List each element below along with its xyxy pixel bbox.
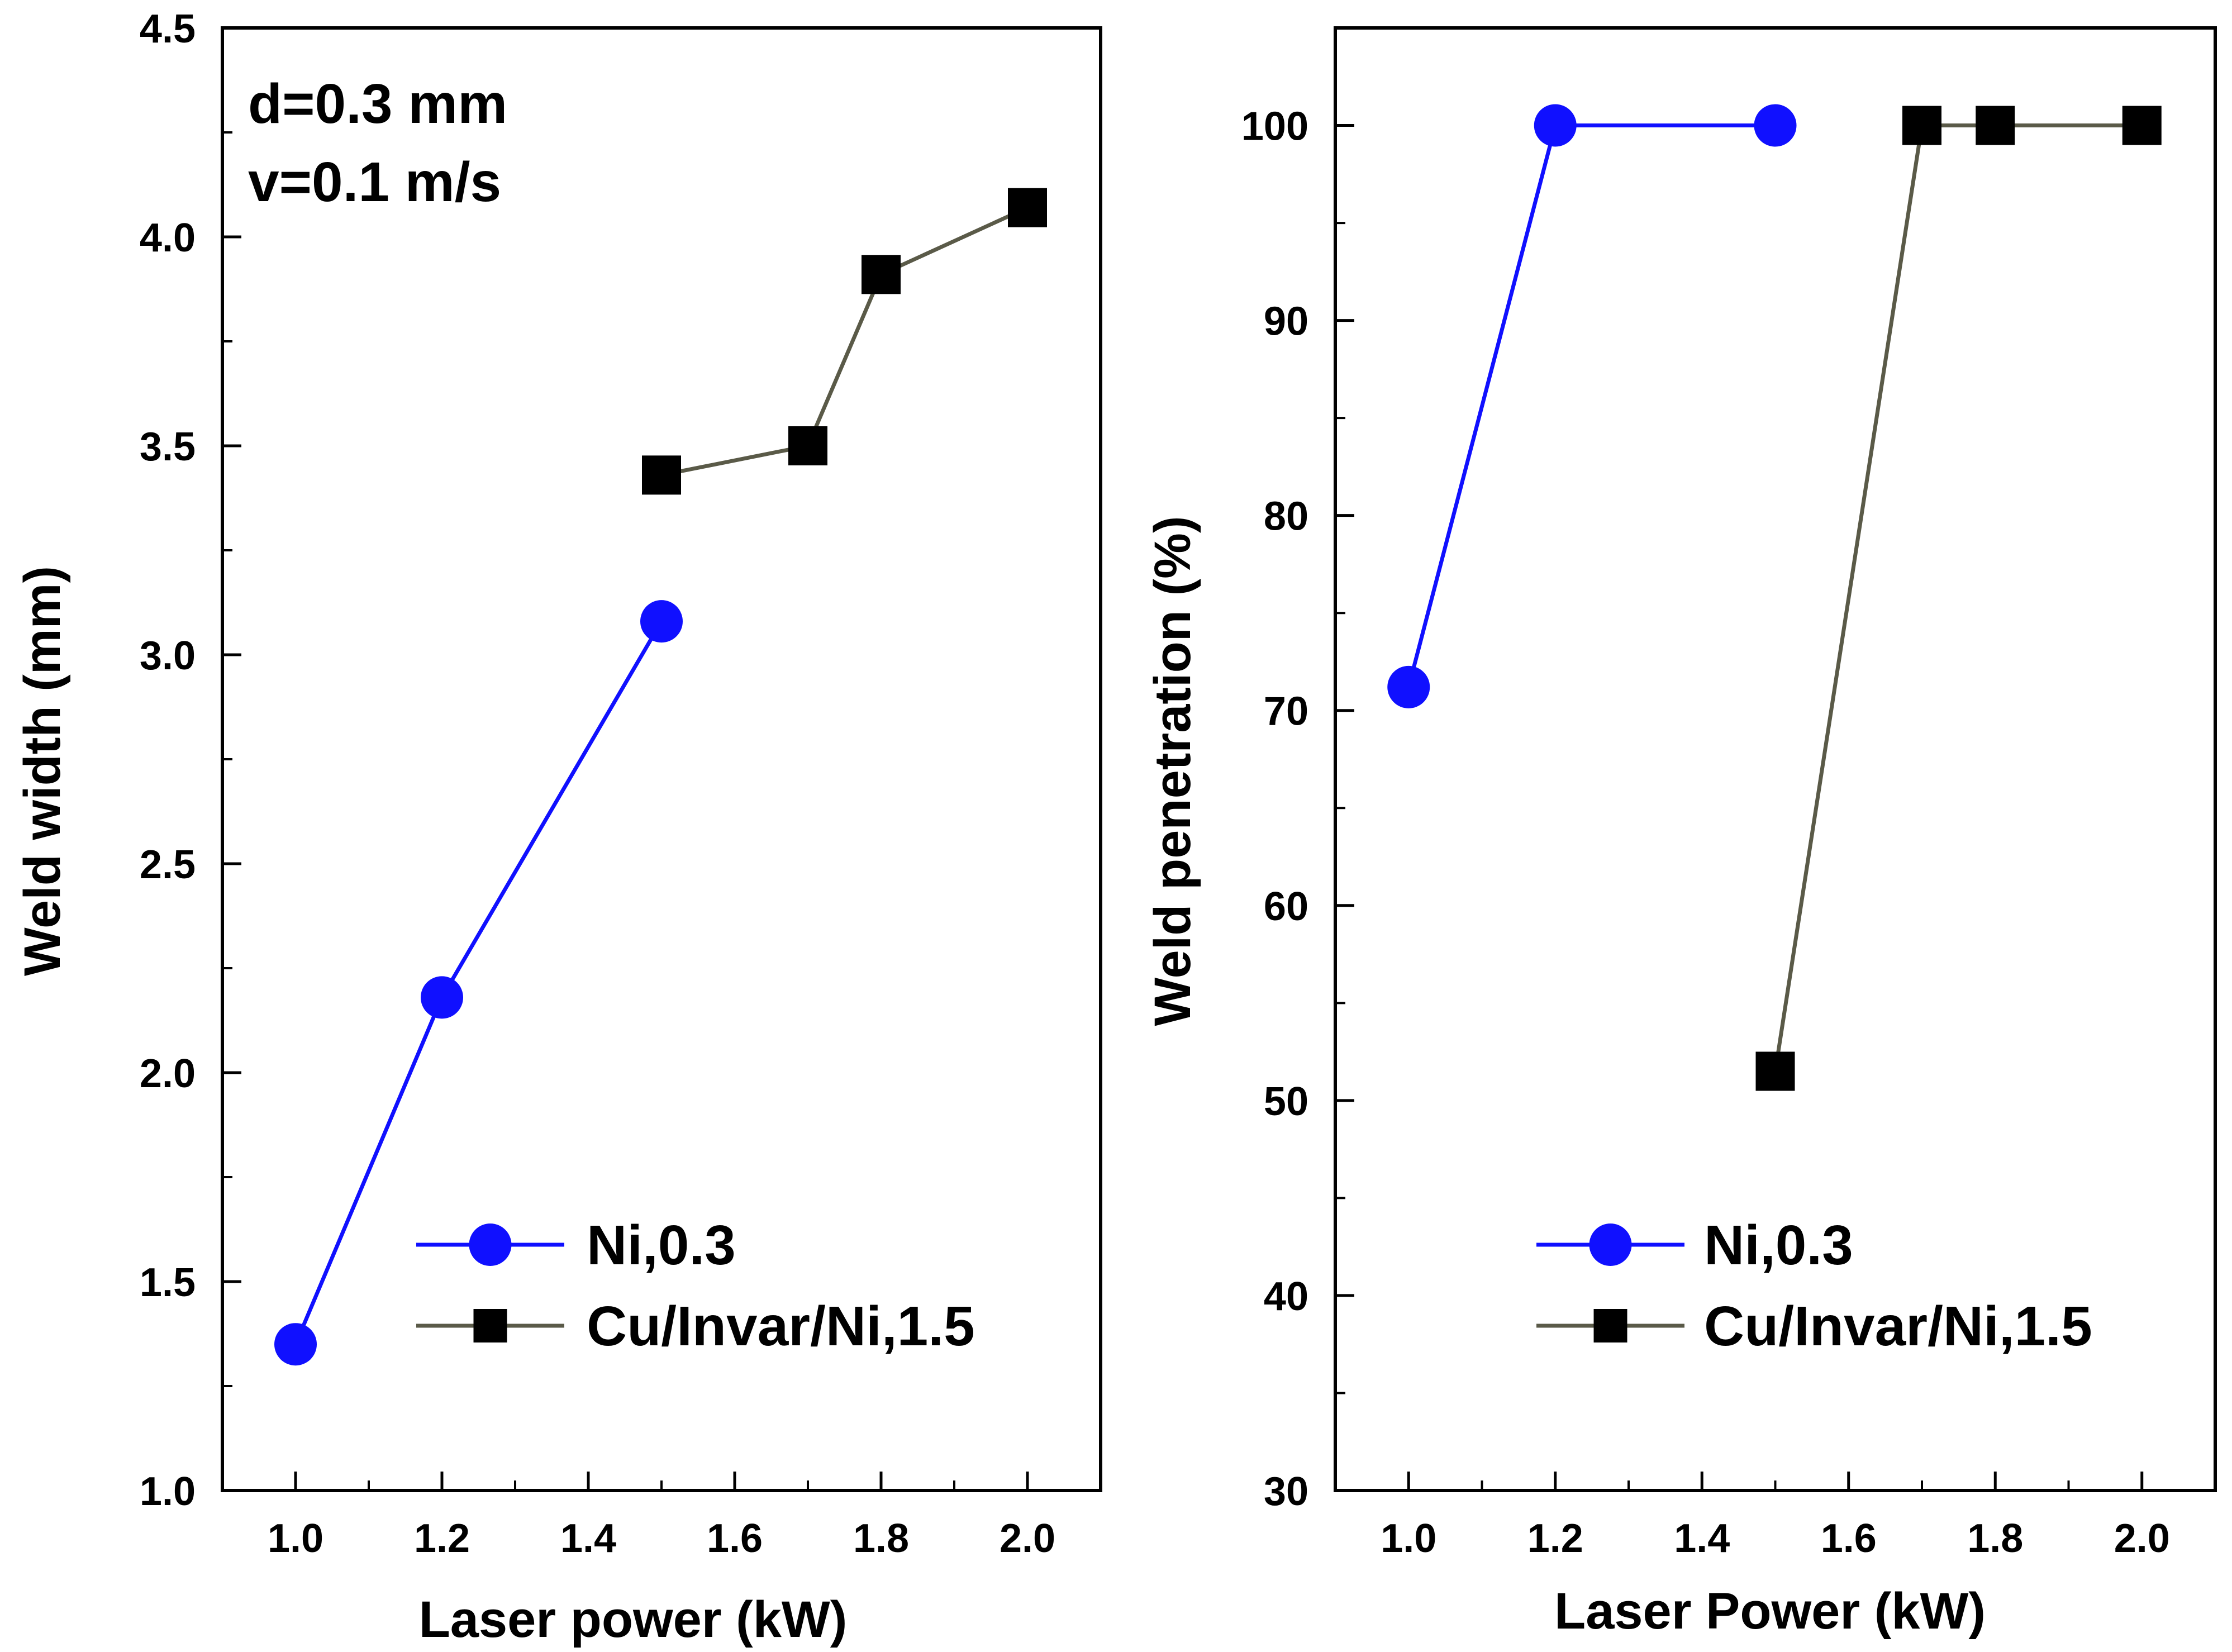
legend: Ni,0.3 Cu/Invar/Ni,1.5 xyxy=(1536,1214,2092,1358)
y-tick-label: 3.5 xyxy=(140,425,196,469)
y-tick-label: 2.5 xyxy=(140,842,196,887)
series-cu-invar-ni xyxy=(642,188,1047,495)
legend-marker xyxy=(469,1223,512,1266)
chart-panel-1: 1.0 1.2 1.4 1.6 1.8 2.0 1.0 1.5 2.0 2.5 3.0 3.5 4.0 4… xyxy=(14,7,1102,1648)
legend-marker xyxy=(473,1309,507,1342)
data-point xyxy=(1976,106,2015,145)
y-tick-label: 40 xyxy=(1264,1274,1308,1319)
series-ni xyxy=(1387,104,1797,708)
data-point xyxy=(1534,104,1577,147)
y-tick-label: 2.0 xyxy=(140,1051,196,1096)
series-line xyxy=(661,206,1029,477)
annotation-text: v=0.1 m/s xyxy=(248,151,501,213)
y-tick-label: 100 xyxy=(1241,104,1308,149)
data-point xyxy=(2122,106,2162,145)
x-tick-label: 1.2 xyxy=(1527,1516,1583,1561)
data-point xyxy=(640,600,683,643)
data-point xyxy=(274,1323,317,1366)
legend-label: Ni,0.3 xyxy=(1704,1214,1853,1277)
data-point xyxy=(862,255,901,294)
annotation-text: d=0.3 mm xyxy=(248,73,507,135)
data-point xyxy=(1387,665,1430,708)
chart-panel-2: 1.0 1.2 1.4 1.6 1.8 2.0 30 40 50 60 70 80 90 100 Laser… xyxy=(1144,26,2217,1640)
y-tick-label: 30 xyxy=(1264,1469,1308,1514)
data-point xyxy=(1754,104,1797,147)
legend: Ni,0.3 Cu/Invar/Ni,1.5 xyxy=(416,1214,975,1358)
x-tick-label: 1.6 xyxy=(1821,1516,1877,1561)
y-axis-label: Weld penetration (%) xyxy=(1144,516,1201,1026)
y-tick-label: 90 xyxy=(1264,299,1308,344)
y-tick-label: 70 xyxy=(1264,689,1308,734)
legend-marker xyxy=(1589,1223,1632,1266)
y-tick-label: 80 xyxy=(1264,494,1308,539)
series-cu-invar-ni xyxy=(1755,106,2162,1091)
series-line xyxy=(1406,123,1776,688)
series-line xyxy=(1773,123,2142,1072)
legend-label: Cu/Invar/Ni,1.5 xyxy=(1704,1295,2092,1358)
series-ni xyxy=(274,600,683,1366)
x-tick-label: 2.0 xyxy=(1000,1516,1055,1561)
x-tick-label: 1.8 xyxy=(853,1516,909,1561)
y-tick-label: 4.5 xyxy=(140,7,196,51)
x-tick-label: 1.2 xyxy=(414,1516,470,1561)
y-tick-label: 50 xyxy=(1264,1079,1308,1124)
x-tick-label: 1.0 xyxy=(1381,1516,1436,1561)
legend-label: Ni,0.3 xyxy=(587,1214,736,1277)
x-tick-label: 1.8 xyxy=(1967,1516,2023,1561)
y-tick-label: 1.0 xyxy=(140,1469,196,1514)
y-tick-label: 60 xyxy=(1264,884,1308,929)
x-axis-label: Laser power (kW) xyxy=(419,1591,848,1648)
data-point xyxy=(1902,106,1941,145)
y-axis-label: Weld width (mm) xyxy=(14,566,71,976)
y-tick-label: 4.0 xyxy=(140,216,196,260)
x-axis-label: Laser Power (kW) xyxy=(1554,1583,1986,1640)
data-point xyxy=(788,426,827,465)
y-tick-label: 1.5 xyxy=(140,1260,196,1305)
data-point xyxy=(1008,188,1047,227)
legend-label: Cu/Invar/Ni,1.5 xyxy=(587,1295,975,1358)
x-tick-label: 1.0 xyxy=(268,1516,323,1561)
legend-marker xyxy=(1593,1309,1627,1342)
x-tick-label: 2.0 xyxy=(2114,1516,2170,1561)
y-tick-label: 3.0 xyxy=(140,634,196,678)
data-point xyxy=(1755,1051,1795,1091)
x-tick-label: 1.6 xyxy=(707,1516,763,1561)
data-point xyxy=(421,976,463,1019)
data-point xyxy=(642,455,681,495)
x-tick-label: 1.4 xyxy=(560,1516,616,1561)
x-tick-label: 1.4 xyxy=(1674,1516,1730,1561)
